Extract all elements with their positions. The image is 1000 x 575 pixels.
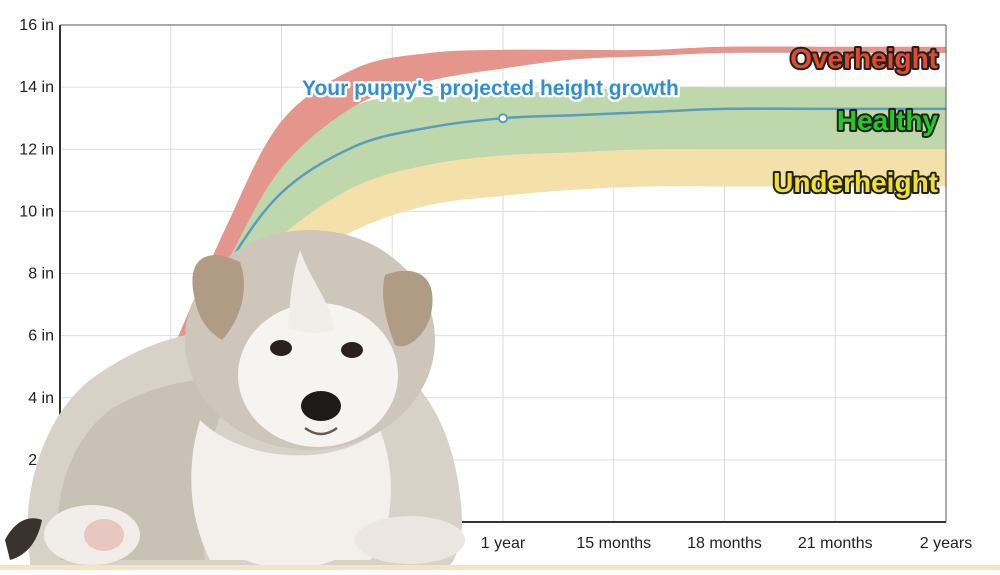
y-tick-label: 14 in — [19, 79, 54, 96]
bottom-strip — [0, 565, 1000, 570]
x-tick-label: 1 year — [481, 535, 526, 552]
y-tick-label: 16 in — [19, 17, 54, 34]
puppy-chest — [191, 420, 391, 560]
x-tick-label: 18 months — [687, 535, 762, 552]
projected-growth-label: Your puppy's projected height growth — [302, 77, 679, 100]
puppy-back-paw — [355, 516, 465, 564]
band-label-overheight: Overheight — [790, 43, 938, 74]
puppy-nose — [301, 391, 341, 421]
band-label-underheight: Underheight — [773, 167, 938, 198]
y-tick-label: 10 in — [19, 203, 54, 220]
x-tick-label: 2 years — [920, 535, 972, 552]
puppy-mouth — [304, 426, 338, 436]
puppy-face — [238, 303, 398, 447]
y-tick-label: 6 in — [28, 328, 54, 345]
y-tick-label: 4 in — [28, 390, 54, 407]
puppy-left-ear — [192, 255, 244, 340]
projected-line-group — [169, 107, 947, 365]
puppy-left-paw-pad — [84, 519, 124, 551]
puppy-right-eye — [341, 342, 363, 358]
puppy-right-paw — [228, 516, 352, 568]
y-tick-label: 8 in — [28, 266, 54, 283]
band-underheight — [170, 149, 946, 389]
puppy-right-ear — [383, 270, 433, 347]
malamute-puppy-photo — [5, 230, 465, 568]
y-tick-label: 12 in — [19, 141, 54, 158]
bands — [170, 46, 946, 389]
puppy-tail-tip — [5, 518, 42, 560]
band-label-healthy: Healthy — [837, 105, 939, 136]
labels: Overheight Healthy Underheight Your puppy's… — [300, 41, 941, 200]
x-tick-label: 21 months — [798, 535, 873, 552]
x-tick-label: 15 months — [576, 535, 651, 552]
band-healthy — [170, 86, 946, 380]
projected-marker-1-year — [498, 113, 508, 124]
puppy-left-eye — [270, 340, 292, 356]
puppy-forehead-blaze — [288, 250, 335, 333]
